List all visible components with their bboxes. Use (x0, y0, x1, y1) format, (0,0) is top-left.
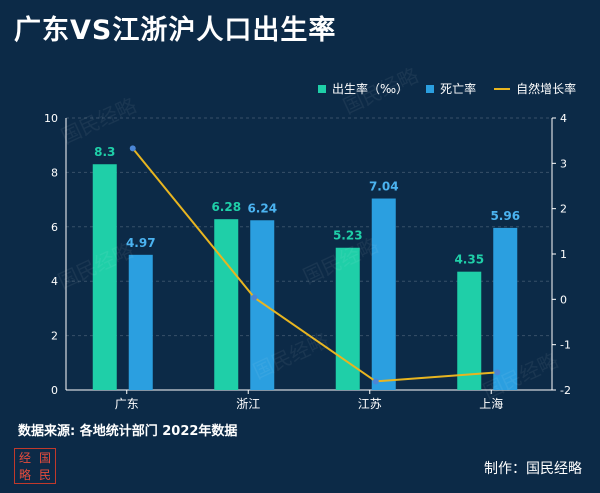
bar-death-rate (250, 220, 275, 390)
y-left-tick-label: 2 (51, 330, 58, 343)
y-left-tick-label: 10 (44, 112, 58, 125)
y-left-tick-label: 6 (51, 221, 58, 234)
data-source: 数据来源: 各地统计部门 2022年数据 (18, 424, 238, 439)
logo-char: 民 (38, 467, 51, 482)
point-growth-rate (251, 294, 258, 301)
point-growth-rate (372, 378, 379, 385)
data-label-birth-rate: 5.23 (333, 229, 363, 243)
y-right-tick-label: -1 (560, 339, 571, 352)
credit-text: 制作：国民经略 (484, 461, 582, 477)
logo-char: 经 (18, 450, 31, 465)
y-right-tick-label: 3 (560, 157, 567, 170)
data-label-birth-rate: 6.28 (211, 200, 241, 214)
logo-char: 略 (18, 467, 31, 482)
bar-death-rate (371, 198, 396, 390)
legend-swatch-birth (318, 84, 326, 93)
legend-swatch-growth (494, 87, 511, 90)
y-left-tick-label: 0 (51, 384, 58, 397)
bar-birth-rate (335, 247, 360, 390)
bar-death-rate (493, 227, 518, 390)
brand-logo: 经 国 略 民 (14, 448, 56, 484)
series-line-growth-rate (131, 147, 498, 383)
x-tick-label: 江苏 (358, 397, 382, 411)
logo-char: 国 (38, 450, 51, 465)
data-label-birth-rate: 8.3 (94, 145, 115, 159)
legend-label-growth: 自然增长率 (516, 82, 577, 96)
bar-death-rate (128, 254, 153, 390)
data-label-death-rate: 7.04 (369, 180, 399, 194)
x-tick-label: 广东 (115, 397, 139, 411)
legend-item-death: 死亡率 (426, 80, 476, 97)
bar-birth-rate (214, 219, 239, 390)
y-right-tick-label: 1 (560, 248, 567, 261)
y-right-tick-label: -2 (560, 384, 571, 397)
y-right-tick-label: 0 (560, 293, 567, 306)
legend-item-growth: 自然增长率 (494, 80, 576, 97)
y-right-tick-label: 2 (560, 203, 567, 216)
y-left-tick-label: 8 (51, 166, 58, 179)
legend-label-birth: 出生率（‰） (332, 82, 409, 96)
legend-item-birth: 出生率（‰） (318, 80, 408, 97)
y-left-tick-label: 4 (51, 275, 58, 288)
legend-swatch-death (426, 84, 435, 93)
y-right-tick-label: 4 (560, 112, 567, 125)
data-label-birth-rate: 4.35 (454, 253, 484, 267)
x-tick-label: 上海 (479, 396, 503, 411)
bar-birth-rate (92, 164, 117, 390)
x-tick-label: 浙江 (236, 397, 260, 411)
point-growth-rate (129, 145, 136, 152)
legend-label-death: 死亡率 (440, 82, 477, 96)
bar-birth-rate (457, 271, 482, 390)
data-label-death-rate: 5.96 (490, 209, 520, 223)
data-label-death-rate: 6.24 (247, 201, 277, 215)
legend: 出生率（‰） 死亡率 自然增长率 (318, 80, 594, 97)
data-label-death-rate: 4.97 (126, 236, 156, 250)
chart-title: 广东VS江浙沪人口出生率 (14, 15, 337, 46)
point-growth-rate (494, 369, 501, 376)
